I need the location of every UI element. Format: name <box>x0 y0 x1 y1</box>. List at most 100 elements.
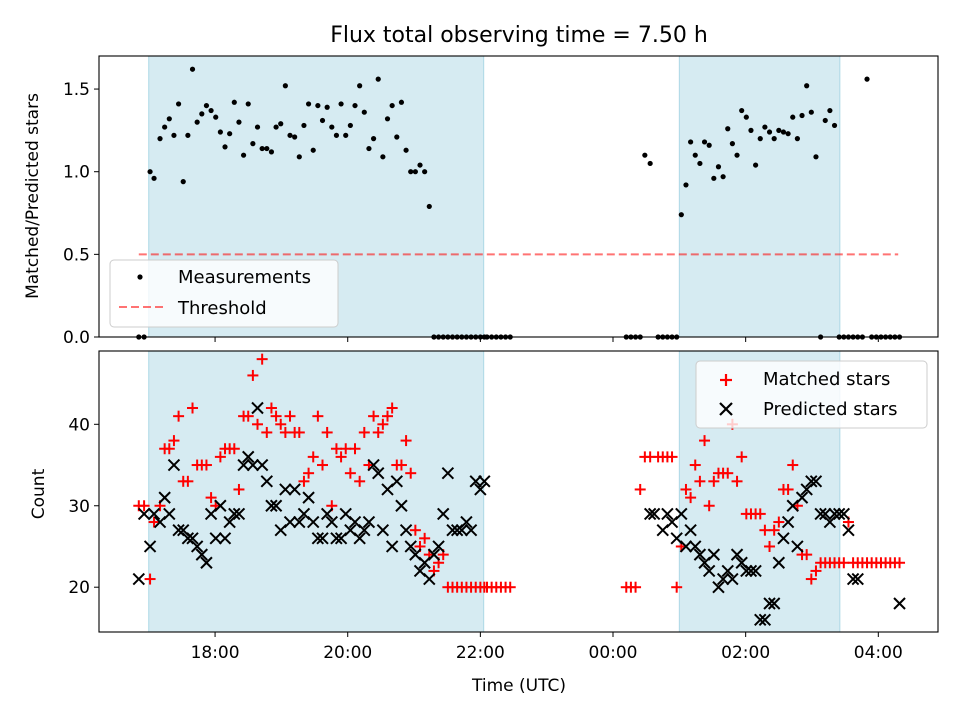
measurement-point <box>287 132 293 138</box>
predicted-star-marker <box>288 483 301 496</box>
measurement-point <box>734 152 740 158</box>
x-tick-label: 20:00 <box>323 643 372 663</box>
matched-star-marker <box>349 443 361 455</box>
predicted-star-marker <box>269 499 283 512</box>
measurement-point <box>725 126 731 132</box>
predicted-star-marker <box>423 572 436 586</box>
y-tick-label: 20 <box>68 578 90 598</box>
predicted-star-marker <box>242 450 255 464</box>
y-tick-label: 30 <box>68 497 90 517</box>
measurement-point <box>301 122 307 129</box>
predicted-star-marker <box>689 540 702 553</box>
matched-star-marker <box>256 353 268 365</box>
matched-star-marker <box>284 410 296 422</box>
predicted-star-marker <box>772 556 786 569</box>
measurement-point <box>711 175 717 181</box>
bottom-y-axis-label: Count <box>29 468 49 519</box>
measurement-point <box>329 124 335 130</box>
measurement-point <box>208 107 214 114</box>
predicted-star-marker <box>353 532 366 545</box>
bottom-legend: Matched stars Predicted stars <box>695 360 928 429</box>
measurement-point <box>333 132 340 138</box>
predicted-star-marker <box>143 540 157 553</box>
measurement-point <box>347 122 353 129</box>
predicted-star-marker <box>163 507 176 521</box>
matched-star-marker <box>330 443 342 455</box>
predicted-star-marker <box>661 507 674 521</box>
measurement-point <box>780 129 787 135</box>
matched-star-marker <box>671 581 683 593</box>
measurement-point <box>683 182 689 188</box>
measurement-point <box>701 139 708 145</box>
matched-star-marker <box>187 402 199 414</box>
measurement-point <box>398 99 405 105</box>
y-tick-label: 0.0 <box>63 328 90 348</box>
top-x-ticks <box>214 337 879 342</box>
matched-star-marker <box>409 524 421 536</box>
predicted-star-marker <box>464 523 478 537</box>
bottom-axes-frame <box>98 350 939 633</box>
measurement-point <box>757 136 763 142</box>
predicted-star-marker <box>367 458 380 472</box>
measurement-point <box>808 109 814 115</box>
measurement-point <box>296 154 302 160</box>
predicted-star-marker <box>279 483 292 496</box>
matched-star-marker <box>504 581 516 593</box>
predicted-star-marker <box>395 499 408 512</box>
top-y-axis-label: Matched/Predicted stars <box>23 93 43 299</box>
predicted-star-marker <box>307 515 320 529</box>
predicted-star-marker <box>390 475 404 488</box>
legend-matched-label: Matched stars <box>763 369 890 390</box>
measurement-point <box>422 169 428 175</box>
chart-title: Flux total observing time = 7.50 h <box>330 23 708 48</box>
measurement-point <box>753 162 759 168</box>
measurement-point <box>151 175 157 181</box>
predicted-star-marker <box>311 532 325 545</box>
measurement-point <box>706 142 712 148</box>
matched-star-marker <box>261 426 273 438</box>
predicted-star-marker <box>647 507 661 521</box>
predicted-star-marker <box>837 507 851 521</box>
measurement-point <box>403 147 409 153</box>
predicted-star-marker <box>749 564 762 578</box>
predicted-star-marker <box>137 507 151 521</box>
matched-star-marker <box>144 573 156 585</box>
predicted-star-marker <box>358 523 371 537</box>
matched-star-marker <box>801 549 813 561</box>
matched-star-marker <box>233 483 245 495</box>
matched-star-marker <box>787 459 799 471</box>
matched-star-marker <box>666 451 678 463</box>
predicted-star-marker <box>446 523 459 537</box>
top-legend-box <box>109 259 339 328</box>
matched-star-marker <box>680 483 692 495</box>
measurement-point <box>804 83 810 89</box>
matched-star-marker <box>168 435 180 447</box>
y-tick-label: 40 <box>68 415 90 435</box>
matched-star-marker <box>205 492 217 504</box>
top-panel: 0.0 0.5 1.0 1.5 Matched/Predicted stars Mea… <box>23 55 939 348</box>
matched-star-marker <box>768 524 780 536</box>
measurement-point <box>692 152 698 158</box>
predicted-star-marker <box>693 548 707 561</box>
matched-star-marker <box>810 565 822 577</box>
measurement-point <box>166 116 172 122</box>
predicted-star-marker <box>455 523 468 537</box>
matched-star-marker <box>372 426 384 438</box>
matched-star-marker <box>736 451 748 463</box>
predicted-star-marker <box>158 491 171 504</box>
measurement-point <box>361 109 367 115</box>
matched-star-marker <box>634 483 646 495</box>
predicted-star-marker <box>702 564 716 578</box>
predicted-star-marker <box>791 540 804 553</box>
predicted-star-marker <box>712 580 725 594</box>
x-tick-label: 00:00 <box>589 643 638 663</box>
measurement-point <box>157 136 163 142</box>
predicted-star-marker <box>316 532 329 545</box>
matched-star-marker <box>694 475 706 487</box>
predicted-star-marker <box>427 548 441 561</box>
matched-star-marker <box>782 483 794 495</box>
measurement-point <box>417 162 423 168</box>
matched-star-marker <box>298 475 310 487</box>
measurement-point <box>799 112 805 119</box>
legend-predicted-label: Predicted stars <box>763 399 897 420</box>
